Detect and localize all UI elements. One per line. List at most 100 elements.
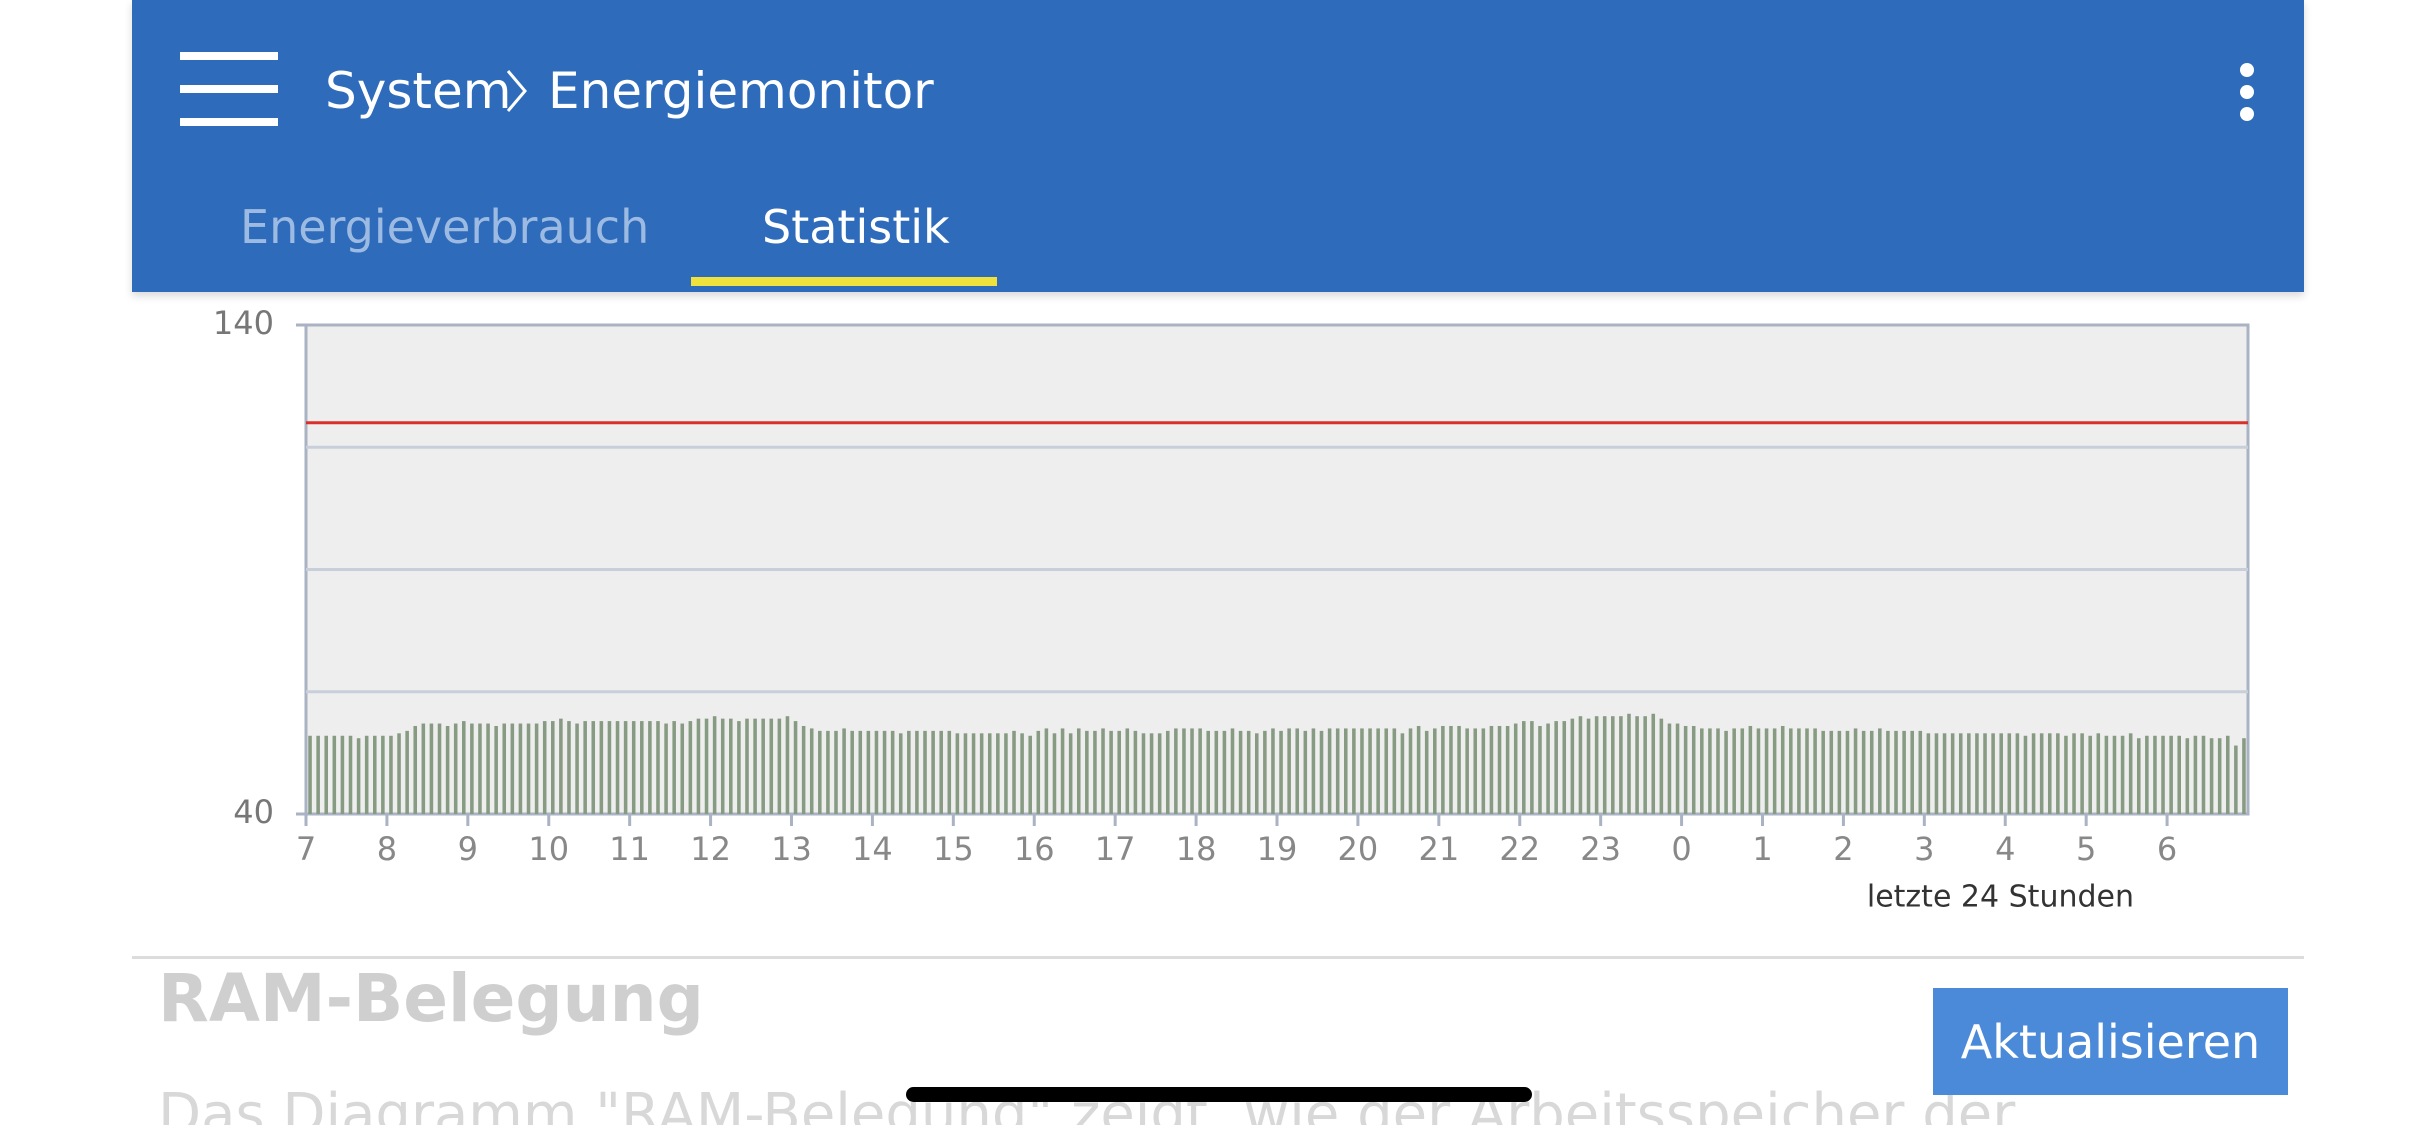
bar [1958,733,1963,814]
bar [818,730,822,814]
bar [745,718,749,814]
bar [2007,733,2012,814]
bar [712,716,717,814]
x-tick-label: 14 [852,830,893,868]
bar [1667,723,1672,814]
bar [850,730,854,814]
bar [332,735,337,814]
bar [656,721,660,814]
bar [316,735,320,814]
bar [502,723,507,814]
bar [1732,728,1736,814]
breadcrumb-chevron [506,70,527,112]
bar [729,718,733,814]
x-tick-label: 2 [1833,830,1853,868]
bar [1708,728,1712,814]
bar [1012,730,1016,814]
breadcrumb-item[interactable]: System [325,62,512,120]
overflow-menu[interactable] [2232,62,2262,122]
bar [2064,735,2068,814]
bar [923,730,927,814]
bar [1594,716,1599,814]
bar [1619,716,1623,814]
bar [1287,728,1291,814]
bar [542,721,547,814]
tab[interactable]: Energieverbrauch [240,200,650,254]
bar [1352,728,1356,814]
bar [1878,728,1882,814]
bar [720,718,725,814]
bar [1886,730,1890,814]
bar [1813,728,1817,814]
bar [1489,725,1494,814]
bar [1861,730,1866,814]
bar [445,725,450,814]
bar [1659,718,1664,814]
bar [1117,730,1121,814]
bar [1190,728,1194,814]
bar [2169,735,2173,814]
x-tick-label: 16 [1014,830,1055,868]
menu-button[interactable] [180,52,280,128]
bar [559,718,563,814]
bar [1149,733,1154,814]
bar [1772,728,1777,814]
bar [1327,728,1332,814]
bar [551,721,555,814]
bar [1999,733,2003,814]
bar [858,730,863,814]
bar [1942,733,1947,814]
bar [1821,730,1825,814]
bar [1295,728,1300,814]
bar [1109,730,1113,814]
bar [1076,728,1081,814]
bar [704,718,709,814]
bar [2128,733,2133,814]
bar [324,735,329,814]
bar [1238,730,1243,814]
bar [534,723,539,814]
bar [1433,728,1437,814]
bar [809,728,814,814]
x-tick-label: 21 [1418,830,1459,868]
bar [2023,735,2028,814]
tab-active[interactable]: Statistik [762,200,950,254]
bar [1522,721,1526,814]
bar [1497,725,1502,814]
bar [2112,735,2117,814]
x-tick-label: 3 [1914,830,1934,868]
bar [1570,718,1575,814]
bar [1797,728,1801,814]
bar [308,735,312,814]
bar [2177,735,2182,814]
bar [1724,730,1728,814]
bar [2096,733,2101,814]
bar [907,730,911,814]
x-tick-label: 10 [528,830,569,868]
bar [2031,733,2036,814]
x-tick-label: 12 [690,830,731,868]
bar [1222,730,1227,814]
bar [478,723,482,814]
bar [680,723,685,814]
bar [2080,733,2084,814]
bar [607,721,612,814]
bar [2136,738,2141,814]
bar [1360,728,1364,814]
bar [939,730,943,814]
bar [1902,730,1906,814]
bar [1060,728,1065,814]
x-tick-label: 7 [296,830,316,868]
bar [1036,730,1041,814]
bar [1254,733,1259,814]
bar [753,718,757,814]
bar [1991,733,1995,814]
refresh-button[interactable]: Aktualisieren [1933,988,2288,1095]
bar [356,738,361,814]
bar [1748,725,1753,814]
bar [785,716,790,814]
bar [2201,735,2206,814]
bar [2104,735,2109,814]
bar [1165,730,1170,814]
bar [769,718,774,814]
